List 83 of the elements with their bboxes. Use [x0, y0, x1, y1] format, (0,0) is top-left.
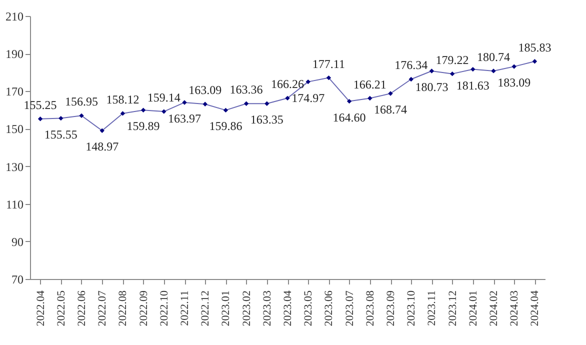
- x-tick-label: 2024.03: [508, 290, 521, 326]
- point: [408, 76, 414, 82]
- y-tick-label: 110: [6, 197, 24, 212]
- point: [368, 96, 372, 101]
- point: [450, 71, 455, 76]
- data-label: 177.11: [312, 56, 345, 71]
- point: [162, 109, 166, 114]
- x-tick-label: 2023.05: [302, 290, 315, 326]
- point: [140, 108, 146, 112]
- data-label: 155.25: [24, 98, 57, 112]
- x-tick-label: 2022.04: [34, 290, 47, 326]
- data-label: 180.74: [477, 50, 510, 64]
- x-tick-label: 2024.01: [467, 290, 480, 326]
- x-tick-label: 2024.02: [488, 290, 500, 326]
- x-tick-label: 2023.02: [240, 290, 253, 326]
- y-tick-label: 130: [6, 160, 24, 174]
- point: [470, 66, 476, 72]
- data-label: 174.97: [292, 90, 325, 105]
- data-label: 148.97: [86, 140, 119, 154]
- y-tick-label: 190: [6, 47, 24, 62]
- data-label: 164.60: [332, 110, 366, 124]
- point: [532, 59, 538, 64]
- x-tick-label: 2022.08: [117, 290, 130, 326]
- x-tick-label: 2022.05: [55, 290, 68, 326]
- data-label: 163.35: [250, 112, 284, 127]
- x-tick-label: 2023.07: [344, 290, 356, 326]
- point: [244, 101, 249, 106]
- point: [512, 64, 516, 69]
- point: [306, 79, 310, 84]
- data-label: 176.34: [394, 58, 428, 72]
- data-label: 180.73: [415, 80, 448, 94]
- x-tick-label: 2023.11: [426, 290, 438, 326]
- data-label: 183.09: [498, 76, 531, 90]
- data-label: 156.95: [65, 94, 98, 109]
- x-tick-label: 2024.04: [529, 290, 542, 326]
- data-label: 159.89: [126, 119, 160, 134]
- data-label: 163.36: [230, 82, 263, 97]
- x-tick-label: 2022.09: [138, 290, 150, 326]
- point: [120, 111, 126, 116]
- data-label: 181.63: [456, 78, 490, 92]
- y-tick-label: 70: [12, 272, 24, 286]
- x-tick-label: 2022.11: [179, 290, 191, 326]
- point: [79, 113, 84, 118]
- point: [202, 102, 208, 106]
- data-label: 166.26: [271, 77, 304, 92]
- point: [388, 91, 393, 96]
- point: [346, 98, 352, 104]
- x-tick-label: 2023.06: [323, 290, 336, 326]
- x-tick-label: 2023.08: [364, 290, 376, 326]
- point: [326, 75, 332, 80]
- data-label: 159.86: [209, 119, 242, 134]
- data-label: 159.14: [147, 90, 180, 105]
- x-tick-label: 2022.07: [96, 290, 109, 326]
- x-tick-label: 2023.09: [385, 290, 397, 326]
- y-tick-label: 170: [6, 84, 24, 99]
- data-label: 179.22: [436, 52, 469, 67]
- data-label: 168.74: [374, 102, 407, 117]
- x-tick-label: 2022.12: [200, 290, 212, 326]
- data-label: 155.55: [44, 127, 78, 142]
- point: [264, 101, 270, 106]
- point: [38, 116, 43, 122]
- data-label: 163.97: [168, 111, 201, 126]
- data-label: 185.83: [518, 40, 552, 54]
- x-tick-label: 2023.01: [220, 290, 232, 326]
- x-tick-label: 2022.06: [76, 290, 88, 326]
- point: [491, 68, 496, 74]
- x-tick-label: 2023.12: [446, 290, 459, 326]
- point: [182, 100, 187, 105]
- x-tick-label: 2023.03: [261, 290, 274, 326]
- data-label: 166.21: [353, 77, 386, 92]
- x-tick-label: 2023.10: [406, 290, 418, 326]
- point: [285, 96, 290, 101]
- point: [223, 108, 228, 113]
- point: [429, 68, 434, 74]
- y-tick-label: 210: [6, 10, 24, 24]
- x-tick-label: 2023.04: [282, 290, 294, 326]
- y-tick-label: 150: [6, 122, 24, 136]
- point: [100, 128, 104, 133]
- data-label: 158.12: [106, 92, 140, 106]
- point: [58, 116, 64, 121]
- y-tick-label: 90: [12, 234, 24, 249]
- data-label: 163.09: [188, 83, 222, 98]
- x-tick-label: 2022.10: [158, 290, 170, 326]
